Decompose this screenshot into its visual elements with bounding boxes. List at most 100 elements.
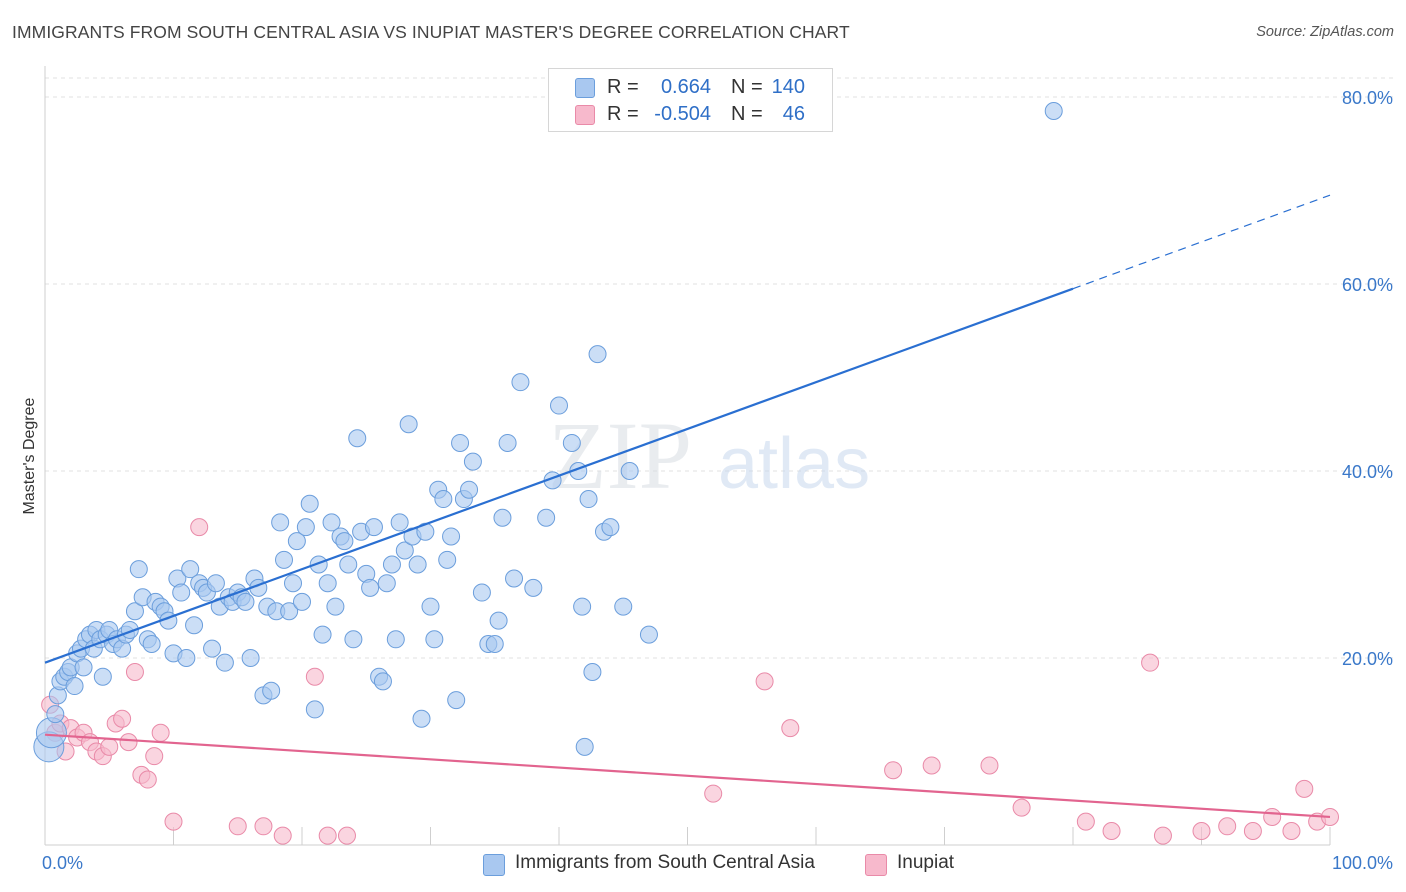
south-central-asia-point (284, 574, 303, 593)
y-tick-label: 40.0% (1342, 462, 1393, 482)
inupiat-point (1153, 826, 1172, 845)
south-central-asia-point (271, 513, 290, 532)
south-central-asia-point (511, 373, 530, 392)
inupiat-point (190, 518, 209, 537)
legend-swatch-blue (575, 78, 595, 98)
trend-lines (44, 194, 1331, 819)
blue-trend-line (44, 287, 1074, 664)
south-central-asia-point (601, 518, 620, 537)
inupiat-point (119, 733, 138, 752)
south-central-asia-point (373, 672, 392, 691)
legend-n-label: N = (731, 76, 763, 98)
south-central-asia-point (639, 625, 658, 644)
south-central-asia-point (386, 630, 405, 649)
inupiat-point (1012, 798, 1031, 817)
south-central-asia-point (524, 578, 543, 597)
south-central-asia-point (74, 658, 93, 677)
south-central-asia-point (438, 550, 457, 569)
south-central-asia-point (177, 649, 196, 667)
south-central-asia-point (408, 555, 427, 574)
inupiat-point (305, 667, 324, 686)
inupiat-point (164, 812, 183, 831)
legend-n-label: N = (731, 103, 763, 125)
inupiat-point (113, 709, 132, 728)
south-central-asia-point (262, 681, 281, 700)
south-central-asia-point (382, 555, 401, 574)
south-central-asia-point (361, 578, 380, 597)
legend-r-label: R = (607, 103, 639, 125)
legend-r-label: R = (607, 76, 639, 98)
south-central-asia-point (399, 415, 418, 434)
inupiat-point (1192, 821, 1211, 840)
correlation-legend: R = 0.664 N = 140 R = -0.504 N = 46 (548, 68, 833, 132)
inupiat-point (980, 756, 999, 775)
south-central-asia-point (172, 583, 191, 602)
south-central-asia-point (425, 630, 444, 649)
inupiat-point (145, 747, 164, 766)
legend-row-blue: R = 0.664 N = 140 (549, 73, 832, 101)
x-tick-label: 0.0% (42, 853, 83, 873)
south-central-asia-point (412, 709, 431, 728)
south-central-asia-point (390, 513, 409, 532)
south-central-asia-point (421, 597, 440, 616)
south-central-asia-point (575, 737, 594, 756)
inupiat-point (254, 817, 273, 836)
south-central-asia-point (493, 508, 512, 527)
south-central-asia-point (309, 555, 328, 574)
south-central-asia-point (505, 569, 524, 588)
south-central-asia-point (313, 625, 332, 644)
south-central-asia-point (614, 597, 633, 616)
inupiat-point (1141, 653, 1160, 672)
legend-n-value: 46 (782, 103, 805, 125)
watermark-atlas: atlas (718, 424, 870, 504)
south-central-asia-points (33, 102, 1063, 763)
south-central-asia-point (348, 429, 367, 448)
inupiat-point (337, 826, 356, 845)
south-central-asia-point (305, 700, 324, 719)
inupiat-point (100, 737, 119, 756)
south-central-asia-point (65, 677, 84, 696)
chart-title: IMMIGRANTS FROM SOUTH CENTRAL ASIA VS IN… (12, 22, 850, 42)
south-central-asia-point (236, 592, 255, 611)
south-central-asia-point (395, 541, 414, 560)
y-tick-label: 80.0% (1342, 88, 1393, 108)
south-central-asia-point (463, 452, 482, 471)
inupiat-point (704, 784, 723, 803)
south-central-asia-point (326, 597, 345, 616)
legend-n-value: 140 (771, 76, 805, 98)
legend-swatch-pink (575, 105, 595, 125)
inupiat-point (1218, 817, 1237, 836)
south-central-asia-point (573, 597, 592, 616)
inupiat-point (138, 770, 157, 789)
series-swatch-blue (483, 854, 505, 876)
south-central-asia-point (125, 602, 144, 621)
legend-r-value: -0.504 (654, 103, 711, 125)
inupiat-point (273, 826, 292, 845)
inupiat-point (755, 672, 774, 691)
south-central-asia-point (181, 560, 200, 579)
south-central-asia-point (296, 518, 315, 537)
south-central-asia-point (434, 490, 453, 509)
inupiat-point (318, 826, 337, 845)
inupiat-point (1263, 807, 1282, 826)
south-central-asia-point (620, 462, 639, 480)
south-central-asia-point (287, 532, 306, 551)
inupiat-point (922, 756, 941, 775)
south-central-asia-point (1044, 102, 1063, 121)
south-central-asia-point (498, 433, 517, 452)
south-central-asia-point (537, 508, 556, 527)
south-central-asia-point (241, 649, 260, 667)
south-central-asia-point (442, 527, 461, 546)
south-central-asia-point (293, 592, 311, 611)
axis-layer: 20.0% 40.0% 60.0% 80.0% 0.0% 100.0% (42, 66, 1393, 873)
south-central-asia-point (335, 532, 354, 551)
south-central-asia-point (472, 583, 491, 602)
inupiat-point (781, 719, 800, 738)
south-central-asia-point (322, 513, 341, 532)
south-central-asia-point (344, 630, 363, 649)
x-tick-label: 100.0% (1332, 853, 1393, 873)
inupiat-point (1295, 779, 1314, 798)
south-central-asia-point (215, 653, 234, 672)
south-central-asia-point (93, 667, 112, 686)
